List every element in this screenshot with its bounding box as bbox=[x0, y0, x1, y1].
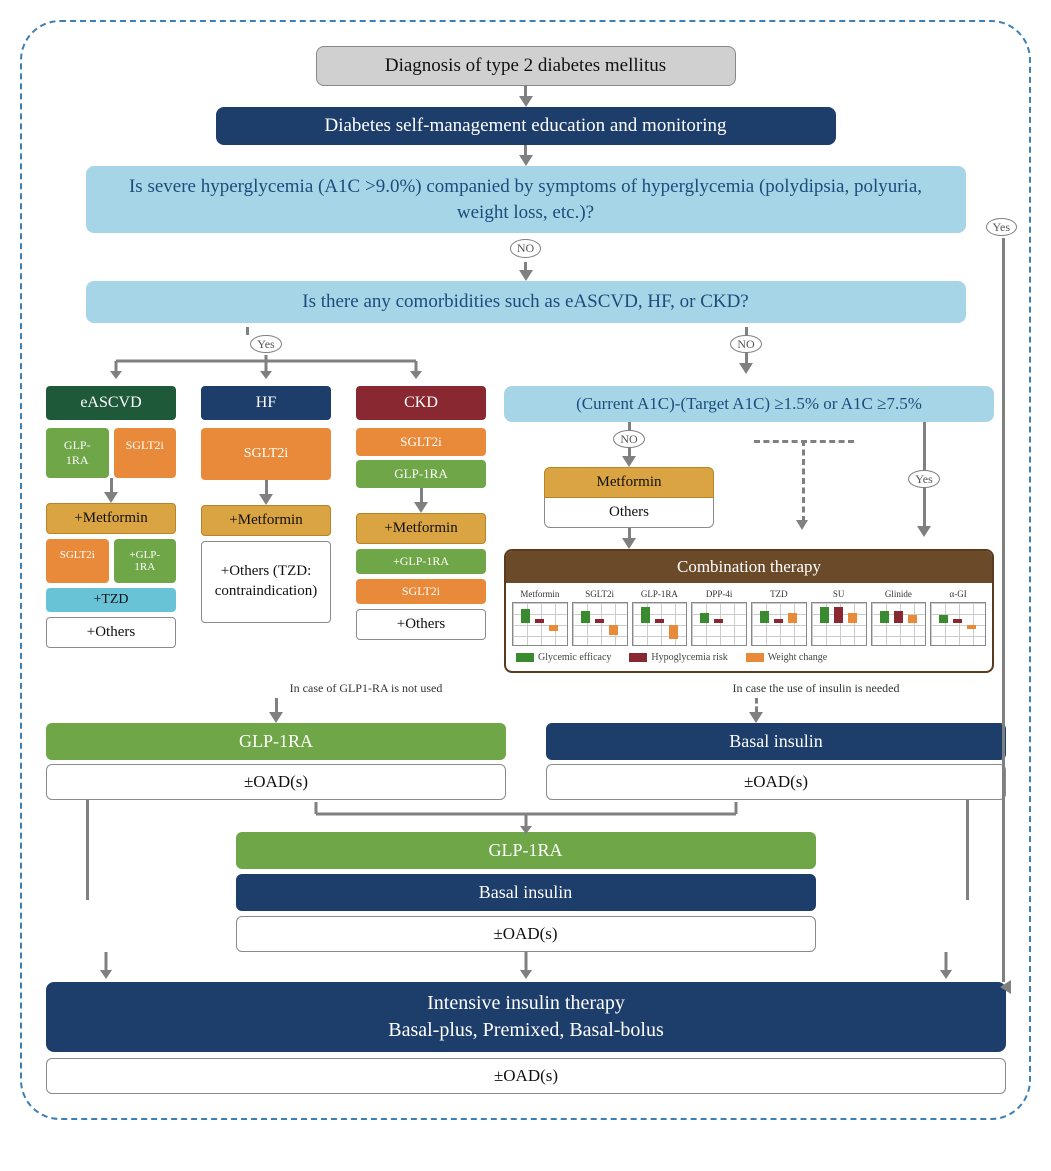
inject-glp-block: GLP-1RA ±OAD(s) bbox=[46, 723, 506, 800]
bar-basal: Basal insulin bbox=[546, 723, 1006, 760]
drug-glp1ra: GLP-1RA bbox=[46, 428, 109, 478]
col-ckd: CKD SGLT2i GLP-1RA +Metformin +GLP-1RA S… bbox=[356, 386, 486, 648]
mini-SU: SU bbox=[811, 589, 867, 646]
badge-yes-a1c: Yes bbox=[908, 470, 939, 488]
col-hf: HF SGLT2i +Metformin +Others (TZD: contr… bbox=[201, 386, 331, 648]
inject-basal-block: Basal insulin ±OAD(s) bbox=[546, 723, 1006, 800]
mono-metformin: Metformin bbox=[544, 467, 714, 498]
mini-TZD: TZD bbox=[751, 589, 807, 646]
mini-α-GI: α-GI bbox=[930, 589, 986, 646]
badge-yes-comorbid: Yes bbox=[250, 335, 281, 353]
drug-sglt2i: SGLT2i bbox=[114, 428, 177, 478]
mono-others: Others bbox=[544, 498, 714, 528]
tag-ckd: CKD bbox=[356, 386, 486, 420]
comorbidity-panel: eASCVD GLP-1RA SGLT2i +Metformin SGLT2i … bbox=[46, 386, 486, 673]
mini-Glinide: Glinide bbox=[871, 589, 927, 646]
q-comorbid: Is there any comorbidities such as eASCV… bbox=[86, 281, 966, 323]
node-intensive: Intensive insulin therapy Basal-plus, Pr… bbox=[46, 982, 1006, 1052]
badge-no-1: NO bbox=[510, 239, 541, 258]
mid-stack: GLP-1RA Basal insulin ±OAD(s) bbox=[236, 832, 816, 952]
q-hyperglycemia: Is severe hyperglycemia (A1C >9.0%) comp… bbox=[86, 166, 966, 233]
mini-Metformin: Metformin bbox=[512, 589, 568, 646]
no-comorbidity-panel: (Current A1C)-(Target A1C) ≥1.5% or A1C … bbox=[504, 386, 1004, 673]
yes-line-right bbox=[1002, 238, 1005, 982]
hf-others: +Others (TZD: contraindication) bbox=[201, 541, 331, 623]
bar-oad-1: ±OAD(s) bbox=[46, 764, 506, 800]
bar-oad-final: ±OAD(s) bbox=[46, 1058, 1006, 1094]
final-merge bbox=[46, 952, 1006, 982]
plus-others-3: +Others bbox=[356, 609, 486, 640]
plus-tzd: +TZD bbox=[46, 588, 176, 612]
note-right: In case the use of insulin is needed bbox=[626, 681, 1006, 696]
badge-yes-right: Yes bbox=[986, 218, 1017, 236]
flowchart-frame: Diagnosis of type 2 diabetes mellitus Di… bbox=[20, 20, 1031, 1120]
col-eascvd: eASCVD GLP-1RA SGLT2i +Metformin SGLT2i … bbox=[46, 386, 176, 648]
combo-panel: Combination therapy Metformin SGLT2i GLP… bbox=[504, 549, 994, 673]
bar-glp1ra: GLP-1RA bbox=[46, 723, 506, 760]
node-education: Diabetes self-management education and m… bbox=[216, 107, 836, 145]
combo-legend: Glycemic efficacy Hypoglycemia risk Weig… bbox=[506, 648, 992, 671]
tag-eascvd: eASCVD bbox=[46, 386, 176, 420]
mini-GLP-1RA: GLP-1RA bbox=[632, 589, 688, 646]
plus-met-2: +Metformin bbox=[201, 505, 331, 536]
hf-sglt2i: SGLT2i bbox=[201, 428, 331, 480]
branch-3way bbox=[56, 353, 476, 381]
badge-no-a1c: NO bbox=[613, 430, 644, 448]
plus-met-1: +Metformin bbox=[46, 503, 176, 534]
q-a1c: (Current A1C)-(Target A1C) ≥1.5% or A1C … bbox=[504, 386, 994, 422]
mini-DPP-4i: DPP-4i bbox=[691, 589, 747, 646]
combo-title: Combination therapy bbox=[506, 551, 992, 583]
merge-arrows bbox=[276, 800, 776, 836]
bar-oad-2: ±OAD(s) bbox=[546, 764, 1006, 800]
node-diagnosis: Diagnosis of type 2 diabetes mellitus bbox=[316, 46, 736, 86]
badge-no-comorbid: NO bbox=[730, 335, 761, 353]
mini-SGLT2i: SGLT2i bbox=[572, 589, 628, 646]
tag-hf: HF bbox=[201, 386, 331, 420]
plus-met-3: +Metformin bbox=[356, 513, 486, 544]
note-left: In case of GLP1-RA is not used bbox=[226, 681, 506, 696]
plus-others-1: +Others bbox=[46, 617, 176, 648]
